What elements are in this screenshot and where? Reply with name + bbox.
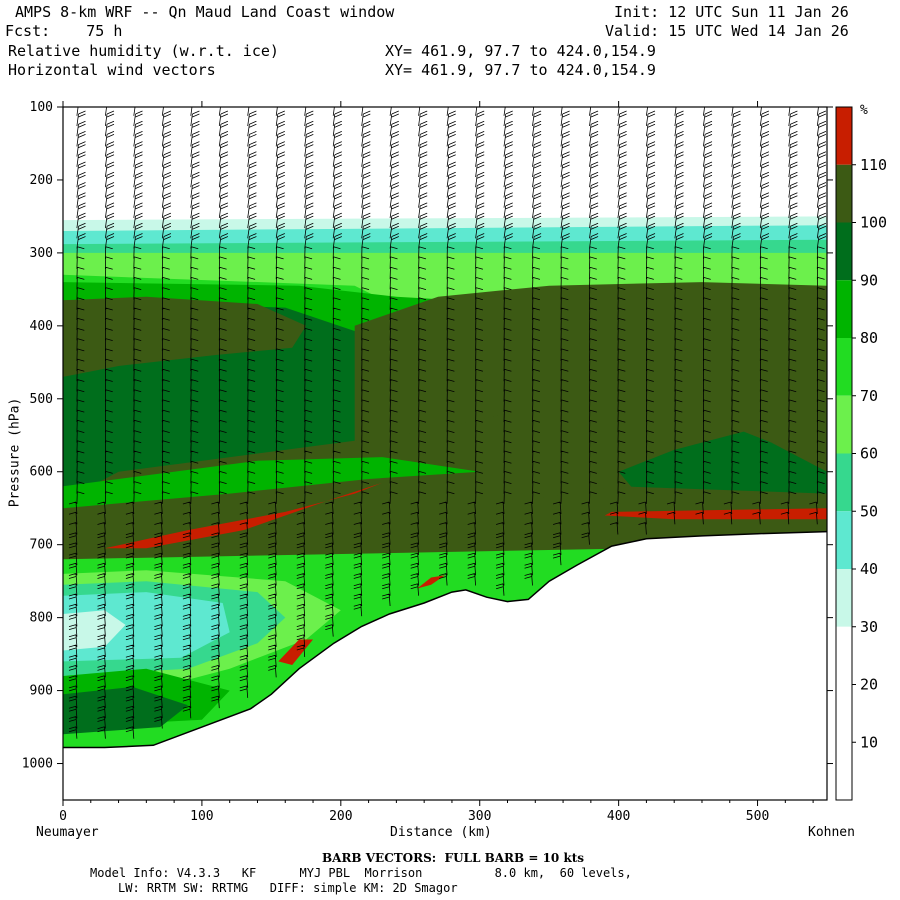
valid-time: Valid: 15 UTC Wed 14 Jan 26 bbox=[605, 22, 849, 40]
wind-barb-column bbox=[467, 107, 485, 586]
colorbar-label: 70 bbox=[860, 387, 878, 405]
rh-80-90b bbox=[63, 457, 480, 509]
colorbar-label: 90 bbox=[860, 271, 878, 289]
wind-barb-column bbox=[268, 107, 285, 678]
colorbar-box bbox=[836, 569, 852, 627]
field-label-wind: Horizontal wind vectors bbox=[8, 61, 216, 79]
wind-barb-column bbox=[182, 107, 200, 719]
y-tick-label: 600 bbox=[30, 465, 53, 480]
terrain-line bbox=[63, 530, 827, 749]
wind-barb-column bbox=[609, 107, 627, 535]
wind-barb-column bbox=[524, 107, 542, 586]
rh-110b bbox=[604, 508, 827, 520]
terrain-fill bbox=[63, 531, 827, 800]
y-tick-label: 800 bbox=[30, 611, 53, 626]
x-end-label: Kohnen bbox=[808, 825, 855, 840]
wind-barb-column bbox=[325, 107, 342, 637]
colorbar-label: 50 bbox=[860, 502, 878, 520]
wind-barb-column bbox=[410, 107, 428, 596]
model-info-line2: LW: RRTM SW: RRTMG DIFF: simple KM: 2D S… bbox=[118, 881, 458, 895]
wind-barb-column bbox=[97, 107, 115, 739]
colorbar: 110 100 90 80 70 60 50 40 30 20 10% bbox=[835, 103, 887, 801]
y-tick-label: 200 bbox=[30, 173, 53, 188]
colorbar-box bbox=[836, 280, 852, 338]
wind-barb-column bbox=[581, 107, 599, 545]
wind-barb-column bbox=[780, 107, 798, 525]
rh-100-110b bbox=[63, 296, 307, 377]
wind-barb-column bbox=[296, 107, 314, 658]
wind-barb-column bbox=[353, 107, 371, 617]
wind-barb-column bbox=[695, 107, 713, 525]
wind-barb-column bbox=[68, 107, 86, 739]
rh-110c bbox=[417, 575, 445, 589]
x-tick-label: 100 bbox=[190, 809, 213, 824]
wind-barb-column bbox=[382, 107, 399, 607]
chart-title: AMPS 8-km WRF -- Qn Maud Land Coast wind… bbox=[15, 3, 395, 21]
wind-barb-column bbox=[752, 107, 770, 525]
colorbar-label: 10 bbox=[860, 733, 878, 751]
colorbar-label: 30 bbox=[860, 618, 878, 636]
colorbar-label: 40 bbox=[860, 560, 878, 578]
wind-barb-column bbox=[211, 107, 229, 709]
colorbar-box bbox=[836, 395, 852, 454]
plot-frame bbox=[62, 106, 828, 801]
colorbar-box bbox=[836, 164, 852, 223]
wind-barb-column bbox=[638, 107, 656, 535]
y-tick-label: 700 bbox=[30, 538, 53, 553]
y-tick-label: 400 bbox=[30, 319, 53, 334]
colorbar-box bbox=[836, 453, 852, 512]
rh-30-40b bbox=[63, 610, 126, 651]
x-axis-label: Distance (km) bbox=[390, 825, 492, 840]
wind-barb-column bbox=[666, 107, 684, 525]
colorbar-box bbox=[836, 222, 852, 281]
wind-barb-column bbox=[495, 107, 513, 596]
wind-barb-column bbox=[125, 107, 143, 739]
cross-section-xy-1: XY= 461.9, 97.7 to 424.0,154.9 bbox=[385, 42, 656, 60]
colorbar-box bbox=[836, 684, 852, 743]
colorbar-label: 110 bbox=[860, 156, 887, 174]
x-tick-label: 400 bbox=[607, 809, 630, 824]
cross-section-xy-2: XY= 461.9, 97.7 to 424.0,154.9 bbox=[385, 61, 656, 79]
x-tick-label: 500 bbox=[746, 809, 769, 824]
colorbar-box bbox=[836, 742, 852, 800]
wind-barb-column bbox=[239, 107, 257, 698]
y-tick-label: 300 bbox=[30, 246, 53, 261]
x-tick-label: 0 bbox=[59, 809, 67, 824]
colorbar-label: 20 bbox=[860, 676, 878, 694]
x-start-label: Neumayer bbox=[36, 825, 99, 840]
colorbar-label: 100 bbox=[860, 214, 887, 232]
colorbar-box bbox=[836, 338, 852, 396]
model-info-line1: Model Info: V4.3.3 KF MYJ PBL Morrison 8… bbox=[90, 866, 632, 880]
colorbar-label: 60 bbox=[860, 445, 878, 463]
wind-barb-column bbox=[723, 107, 741, 525]
rh-90-100c bbox=[63, 686, 188, 735]
colorbar-box bbox=[836, 511, 852, 569]
wind-barbs bbox=[68, 107, 827, 739]
rh-90-100b bbox=[618, 431, 827, 505]
y-tick-label: 1000 bbox=[22, 757, 53, 772]
colorbar-box bbox=[836, 626, 852, 685]
plot-area bbox=[63, 216, 827, 800]
colorbar-box bbox=[836, 107, 852, 165]
wind-barb-column bbox=[809, 107, 827, 525]
axes: 100 200 300 400 500 600 700 800 900 1000 0 100 200 30… bbox=[22, 100, 833, 824]
barb-legend: BARB VECTORS: FULL BARB = 10 kts bbox=[322, 851, 585, 865]
y-axis-label: Pressure (hPa) bbox=[7, 397, 23, 508]
forecast-hour: Fcst: 75 h bbox=[5, 22, 123, 40]
x-tick-label: 300 bbox=[468, 809, 491, 824]
colorbar-label: 80 bbox=[860, 329, 878, 347]
colorbar-unit: % bbox=[860, 103, 868, 118]
field-label-rh: Relative humidity (w.r.t. ice) bbox=[8, 42, 279, 60]
init-time: Init: 12 UTC Sun 11 Jan 26 bbox=[614, 3, 849, 21]
wind-barb-column bbox=[154, 107, 172, 729]
y-tick-label: 100 bbox=[30, 100, 53, 115]
wind-barb-column bbox=[552, 107, 570, 566]
y-tick-label: 900 bbox=[30, 684, 53, 699]
y-tick-label: 500 bbox=[30, 392, 53, 407]
wind-barb-column bbox=[439, 107, 456, 586]
x-tick-label: 200 bbox=[329, 809, 352, 824]
